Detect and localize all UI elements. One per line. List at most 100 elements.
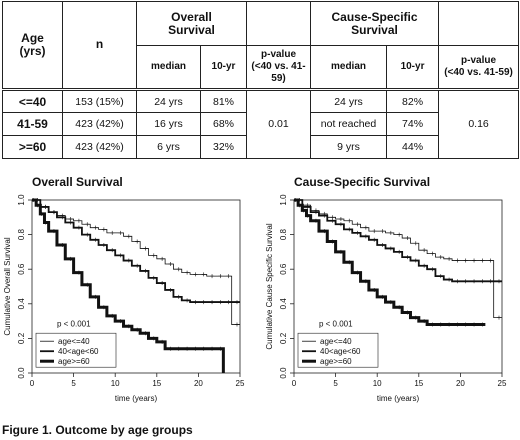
censor-mark	[338, 217, 343, 222]
y-tick-label: 1.0	[17, 194, 26, 206]
x-tick-label: 5	[333, 379, 338, 388]
censor-mark	[218, 346, 223, 351]
censor-mark	[413, 241, 418, 246]
censor-mark	[297, 203, 302, 208]
cause-specific-survival-chart: Cause-Specific Survival 0 5 10 15 20 25 0.0 0.2 0…	[265, 175, 507, 403]
censor-mark	[405, 255, 410, 260]
censor-mark	[313, 210, 318, 215]
censor-mark	[455, 279, 460, 284]
censor-mark	[68, 256, 73, 261]
censor-mark	[330, 239, 335, 244]
censor-mark	[472, 258, 477, 263]
censor-mark	[39, 211, 44, 216]
series-line	[294, 199, 502, 319]
censor-mark	[218, 300, 223, 305]
censor-mark	[110, 313, 115, 318]
age-cell: >=60	[2, 135, 63, 159]
censor-mark	[201, 272, 206, 277]
n-header: n	[62, 1, 137, 90]
censor-mark	[488, 258, 493, 263]
censor-mark	[355, 230, 360, 235]
censor-mark	[151, 253, 156, 258]
censor-mark	[160, 339, 165, 344]
censor-mark	[135, 327, 140, 332]
y-tick-label: 0.4	[279, 298, 288, 310]
censor-mark	[447, 277, 452, 282]
censor-mark	[176, 294, 181, 299]
overall-survival-header: Overall Survival	[135, 0, 248, 47]
os-median-cell: 16 yrs	[136, 112, 201, 137]
table-row: <=40 153 (15%) 24 yrs 81% 0.01 24 yrs 82…	[2, 87, 520, 160]
css-median-header: median	[310, 45, 388, 90]
censor-mark	[363, 234, 368, 239]
censor-mark	[363, 279, 368, 284]
css-10yr-header: 10-yr	[386, 45, 440, 90]
censor-mark	[126, 324, 131, 329]
censor-mark	[480, 322, 485, 327]
censor-mark	[235, 322, 239, 327]
overall-survival-chart: Overall Survival 0 5 10 15 20 25 0.0 0.2 0.4 0.6 0.…	[3, 175, 245, 403]
censor-mark	[455, 322, 460, 327]
censor-mark	[201, 346, 206, 351]
censor-mark	[430, 267, 435, 272]
censor-mark	[176, 267, 181, 272]
censor-mark	[430, 322, 435, 327]
legend-label: age>=60	[320, 357, 352, 366]
os-pvalue-cell: 0.01	[246, 87, 312, 160]
censor-mark	[372, 229, 377, 234]
y-tick-label: 0.0	[17, 367, 26, 379]
censor-mark	[193, 272, 198, 277]
censor-mark	[143, 246, 148, 251]
censor-mark	[135, 239, 140, 244]
censor-mark	[151, 275, 156, 280]
os-10yr-cell: 81%	[199, 87, 248, 114]
censor-mark	[372, 237, 377, 242]
censor-mark	[143, 268, 148, 273]
censor-mark	[76, 270, 81, 275]
censor-mark	[118, 253, 123, 258]
censor-mark	[76, 225, 81, 230]
censor-mark	[338, 249, 343, 254]
y-tick-label: 0.2	[279, 332, 288, 344]
table-row: 41-59 423 (42%) 16 yrs 68% not reached 7…	[2, 112, 519, 137]
censor-mark	[322, 213, 327, 218]
css-pvalue-header: p-value (<40 vs. 41-59)	[438, 45, 520, 90]
censor-mark	[101, 227, 106, 232]
header-blank-cell	[246, 0, 312, 47]
censor-mark	[101, 242, 106, 247]
x-tick-label: 10	[111, 379, 120, 388]
censor-mark	[363, 225, 368, 230]
censor-mark	[193, 346, 198, 351]
censor-mark	[463, 322, 468, 327]
censor-mark	[380, 242, 385, 247]
legend-label: 40<age<60	[320, 347, 361, 356]
legend-label: age<=40	[320, 337, 352, 346]
censor-mark	[347, 260, 352, 265]
table-row: >=60 423 (42%) 6 yrs 32% 9 yrs 44%	[2, 135, 519, 159]
censor-mark	[85, 282, 90, 287]
css-10yr-cell: 44%	[386, 135, 440, 159]
censor-mark	[43, 204, 48, 209]
censor-mark	[422, 319, 427, 324]
series-line	[32, 199, 240, 325]
censor-mark	[51, 210, 56, 215]
censor-mark	[135, 263, 140, 268]
censor-mark	[110, 230, 115, 235]
figure-caption: Figure 1. Outcome by age groups	[2, 423, 193, 437]
css-median-cell: 24 yrs	[310, 87, 388, 114]
censor-mark	[438, 255, 443, 260]
censor-mark	[60, 215, 65, 220]
censor-mark	[355, 270, 360, 275]
x-axis-label: time (years)	[115, 394, 158, 403]
legend-label: age<=40	[58, 337, 90, 346]
censor-mark	[68, 220, 73, 225]
x-tick-label: 20	[194, 379, 203, 388]
legend-label: 40<age<60	[58, 347, 99, 356]
y-axis-label: Cumulative Overall Survival	[3, 237, 12, 335]
plot-frame	[293, 199, 503, 374]
os-median-cell: 6 yrs	[136, 135, 201, 159]
legend-label: age>=60	[58, 357, 90, 366]
censor-mark	[235, 300, 239, 305]
censor-mark	[176, 346, 181, 351]
censor-mark	[126, 258, 131, 263]
